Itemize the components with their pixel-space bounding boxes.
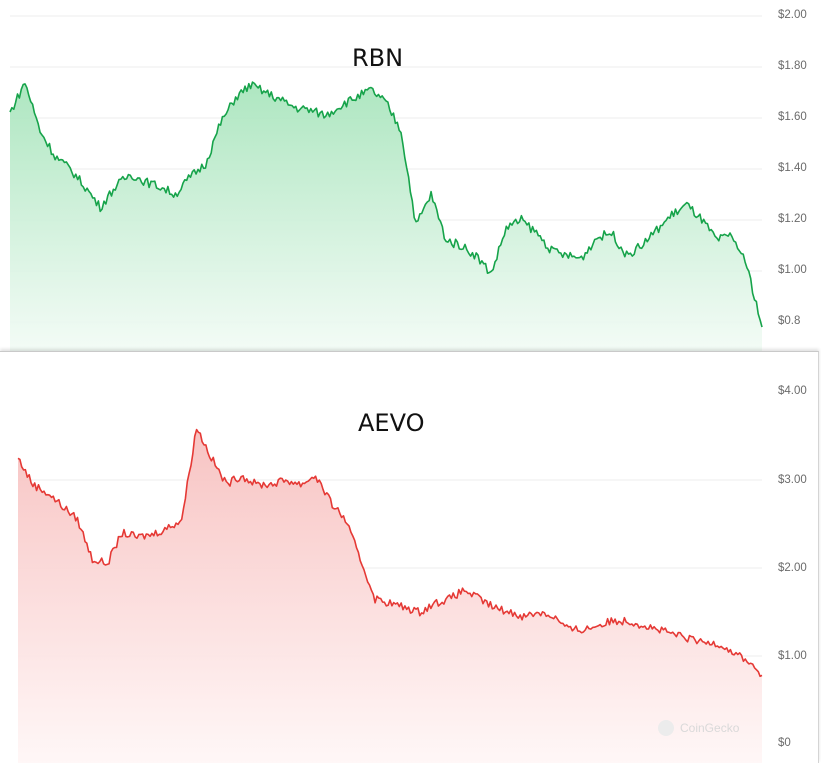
rbn-y-tick: $1.60: [778, 111, 807, 123]
aevo-chart-title: AEVO: [358, 409, 425, 437]
aevo-y-tick: $2.00: [778, 562, 807, 574]
aevo-y-tick: $3.00: [778, 474, 807, 486]
coingecko-logo-icon: [658, 720, 674, 736]
rbn-y-tick: $1.40: [778, 162, 807, 174]
rbn-price-chart: [9, 15, 763, 352]
coingecko-watermark: CoinGecko: [658, 720, 739, 736]
aevo-chart-panel: AEVO $4.00 $3.00 $2.00 $1.00 $0 CoinGeck…: [0, 351, 819, 763]
aevo-y-tick: $1.00: [778, 650, 807, 662]
rbn-y-tick: $1.00: [778, 264, 807, 276]
aevo-price-chart: [17, 428, 763, 763]
rbn-chart-title: RBN: [352, 44, 404, 72]
rbn-y-tick: $0.8: [778, 315, 801, 327]
aevo-y-tick: $4.00: [778, 385, 807, 397]
rbn-y-tick: $2.00: [778, 9, 807, 21]
rbn-y-tick: $1.20: [778, 213, 807, 225]
rbn-y-tick: $1.80: [778, 60, 807, 72]
aevo-y-tick: $0: [778, 737, 791, 749]
rbn-chart-panel: RBN $2.00 $1.80 $1.60 $1.40 $1.20 $1.00 …: [0, 0, 821, 352]
watermark-label: CoinGecko: [680, 721, 740, 735]
